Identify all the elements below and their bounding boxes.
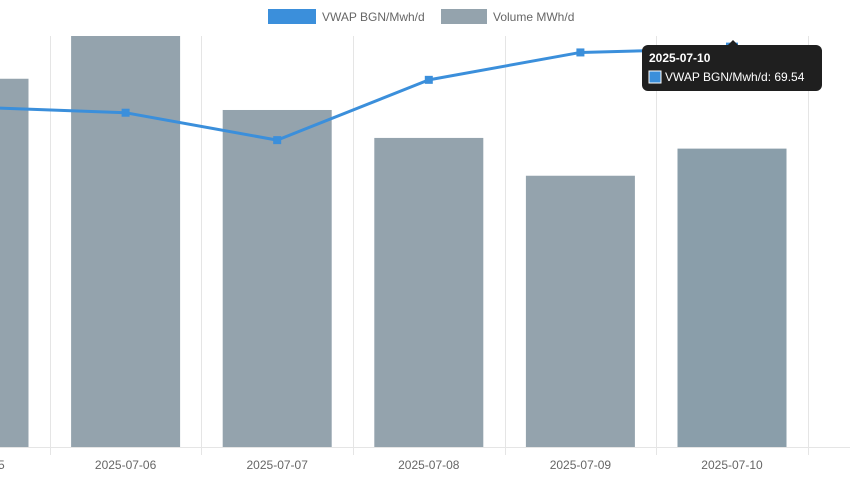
x-axis: 2025-07-05 2025-07-06 2025-07-07 2025-07-08… xyxy=(0,458,763,472)
x-tick-label: 2025-07-09 xyxy=(550,458,612,472)
x-tick-label: 2025-07-07 xyxy=(247,458,309,472)
legend-item-volume[interactable]: Volume MWh/d xyxy=(441,9,574,24)
volume-bars xyxy=(0,36,787,448)
vwap-line xyxy=(0,47,733,142)
legend-label-volume: Volume MWh/d xyxy=(493,10,574,24)
x-tick-label: 2025-07-10 xyxy=(701,458,763,472)
volume-bar[interactable] xyxy=(677,148,787,447)
tooltip-box xyxy=(642,45,822,91)
legend-item-vwap[interactable]: VWAP BGN/Mwh/d xyxy=(268,9,425,24)
legend-swatch-volume xyxy=(441,9,487,24)
tooltip-title: 2025-07-10 xyxy=(649,51,711,65)
legend-label-vwap: VWAP BGN/Mwh/d xyxy=(322,10,425,24)
legend: VWAP BGN/Mwh/d Volume MWh/d xyxy=(268,9,574,24)
volume-bar[interactable] xyxy=(525,175,635,448)
tooltip-body: VWAP BGN/Mwh/d: 69.54 xyxy=(665,70,805,84)
x-tick-label: 2025-07-05 xyxy=(0,458,5,472)
tooltip: 2025-07-10 VWAP BGN/Mwh/d: 69.54 xyxy=(642,40,822,91)
tooltip-swatch xyxy=(648,70,662,84)
volume-bar[interactable] xyxy=(374,137,484,448)
volume-bar[interactable] xyxy=(71,36,181,447)
grid-lines xyxy=(0,36,850,455)
legend-swatch-vwap xyxy=(268,9,316,24)
volume-bar[interactable] xyxy=(0,78,29,447)
x-tick-label: 2025-07-06 xyxy=(95,458,157,472)
vwap-point[interactable] xyxy=(121,108,130,117)
volume-bar[interactable] xyxy=(222,109,332,447)
vwap-point[interactable] xyxy=(273,136,282,145)
vwap-point[interactable] xyxy=(424,75,433,84)
vwap-point[interactable] xyxy=(576,48,585,57)
tooltip-caret xyxy=(727,40,739,46)
x-tick-label: 2025-07-08 xyxy=(398,458,460,472)
